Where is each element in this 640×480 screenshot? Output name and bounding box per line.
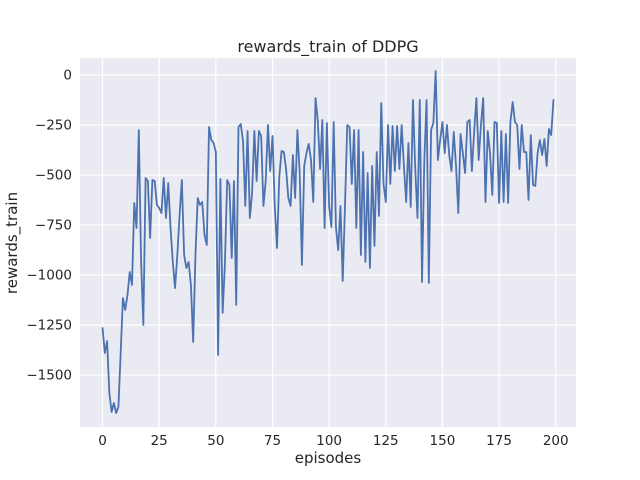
y-tick-label: −1000 (26, 268, 72, 284)
x-tick-label: 100 (316, 433, 342, 449)
x-tick-label: 150 (430, 433, 456, 449)
x-tick-label: 125 (373, 433, 399, 449)
y-tick-label: −1250 (26, 318, 72, 334)
reward-line-series (101, 70, 555, 414)
x-tick-label: 0 (98, 433, 107, 449)
y-tick-label: −500 (35, 168, 72, 184)
plot-area (80, 58, 576, 427)
x-tick-label: 75 (264, 433, 281, 449)
x-tick-label: 175 (486, 433, 512, 449)
x-tick-label: 50 (207, 433, 224, 449)
x-tick-label: 25 (151, 433, 168, 449)
y-tick-label: −750 (35, 218, 72, 234)
x-axis-label: episodes (294, 449, 362, 467)
y-tick-label: −250 (35, 118, 72, 134)
y-axis-label: rewards_train (3, 191, 21, 295)
y-tick-label: −1500 (26, 368, 72, 384)
x-tick-label: 200 (543, 433, 569, 449)
chart-title: rewards_train of DDPG (237, 37, 419, 56)
y-tick-label: 0 (63, 68, 72, 84)
